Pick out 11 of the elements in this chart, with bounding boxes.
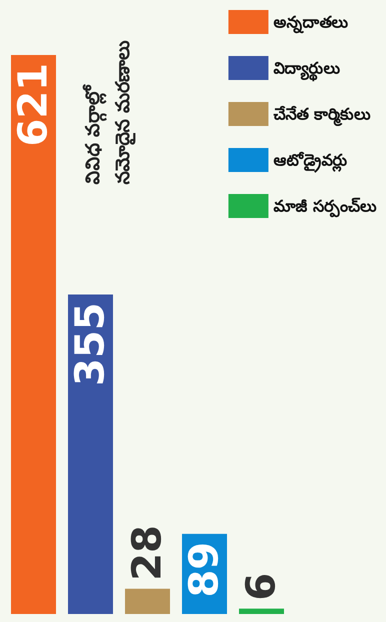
data-label: 6 (238, 572, 284, 601)
legend-label: ఆటోడ్రైవర్లు (273, 150, 348, 174)
data-label: 355 (68, 302, 114, 386)
legend-label: చేనేత కార్మికులు (273, 104, 372, 126)
data-label: 89 (182, 542, 228, 598)
legend-label: విద్యార్థులు (273, 58, 340, 82)
data-label: 621 (10, 63, 56, 146)
legend-label: అన్నదాతలు (273, 12, 348, 34)
text: వివిధ వర్గాల్లో నమోదైన మరణాలు (82, 40, 136, 185)
legend-label: మాజీ సర్పంచ్‌లు (273, 196, 378, 218)
data-label: 28 (124, 525, 170, 581)
